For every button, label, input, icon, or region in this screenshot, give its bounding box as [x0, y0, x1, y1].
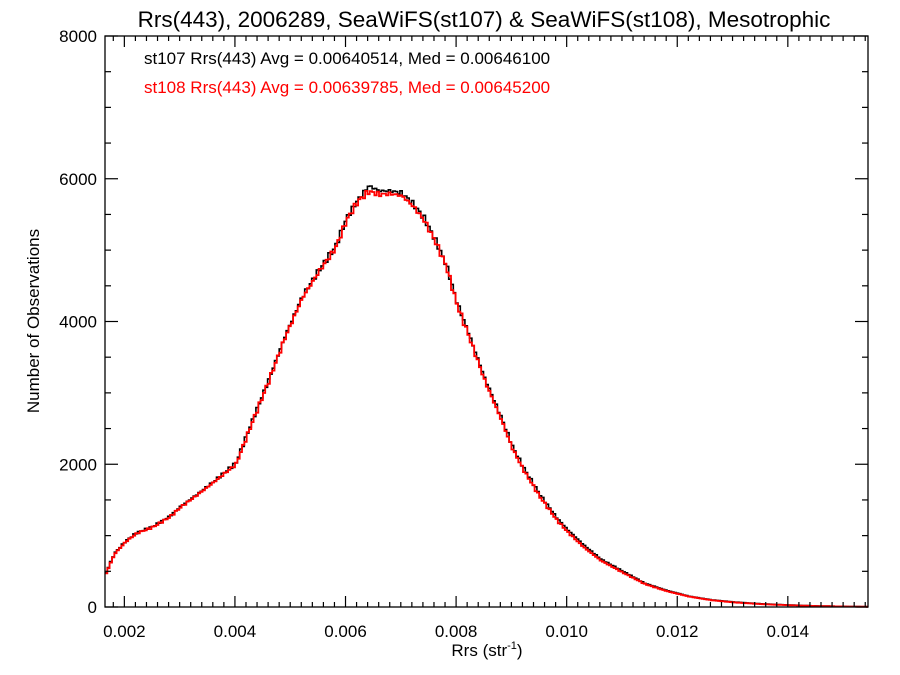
- x-tick-label: 0.006: [324, 622, 367, 641]
- stats-st107: st107 Rrs(443) Avg = 0.00640514, Med = 0…: [144, 49, 550, 68]
- x-tick-label: 0.014: [767, 622, 810, 641]
- y-tick-label: 6000: [59, 170, 97, 189]
- x-axis-label-exponent: -1: [507, 640, 517, 652]
- plot-frame: [104, 35, 869, 608]
- y-tick-label: 4000: [59, 313, 97, 332]
- plot-lines: [105, 185, 868, 608]
- x-tick-label: 0.002: [103, 622, 146, 641]
- axis-tick-labels: 0.002 0.004 0.006 0.008 0.010 0.012 0.014 0 2000…: [59, 27, 809, 641]
- y-tick-label: 2000: [59, 455, 97, 474]
- chart-title: Rrs(443), 2006289, SeaWiFS(st107) & SeaW…: [138, 7, 831, 32]
- x-tick-label: 0.004: [214, 622, 257, 641]
- x-tick-label: 0.008: [435, 622, 478, 641]
- y-tick-label: 8000: [59, 27, 97, 46]
- x-tick-label: 0.012: [656, 622, 699, 641]
- y-tick-label: 0: [88, 598, 97, 617]
- y-axis-label: Number of Observations: [24, 229, 43, 413]
- stats-st108: st108 Rrs(443) Avg = 0.00639785, Med = 0…: [144, 78, 550, 97]
- x-axis-label-tail: ): [517, 641, 523, 660]
- x-axis-label: Rrs (str-1): [451, 640, 522, 660]
- x-axis-label-base: Rrs (str: [451, 641, 507, 660]
- x-tick-label: 0.010: [545, 622, 588, 641]
- series-line-st108: [105, 190, 868, 608]
